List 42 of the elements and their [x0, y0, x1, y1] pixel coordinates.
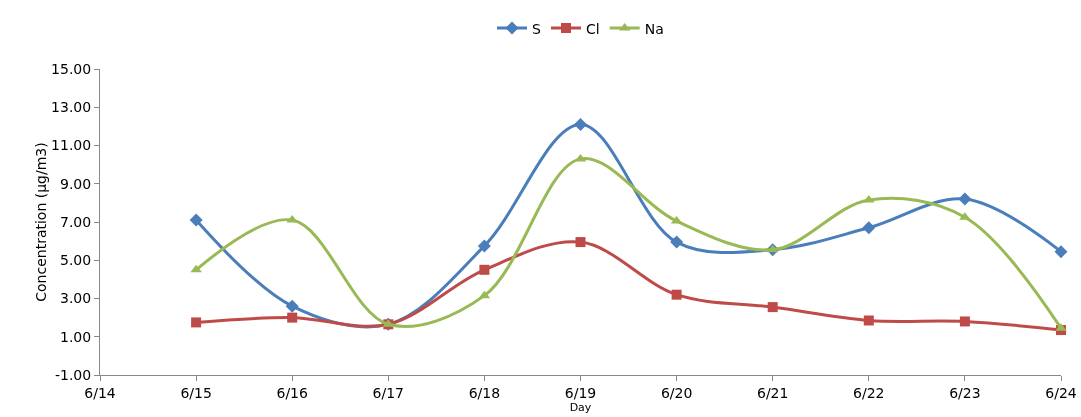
- x-tick-label: 6/21: [756, 384, 789, 401]
- point: [959, 316, 970, 327]
- y-tick-label: 1.00: [60, 328, 92, 345]
- y-tick-label: 11.00: [51, 137, 92, 154]
- point: [287, 312, 298, 323]
- y-axis-title: Concentration (µg/m3): [33, 142, 50, 302]
- x-tick-label: 6/18: [468, 384, 501, 401]
- point: [574, 117, 587, 131]
- x-tick-label: 6/24: [1045, 384, 1077, 401]
- x-tick-label: 6/17: [372, 384, 405, 401]
- x-tick-label: 6/15: [180, 384, 212, 401]
- point: [862, 221, 876, 235]
- point: [189, 213, 203, 227]
- x-tick-label: 6/19: [564, 384, 597, 401]
- point: [477, 239, 491, 253]
- point: [958, 192, 972, 206]
- y-tick-label: 7.00: [60, 213, 92, 230]
- y-tick-label: 13.00: [51, 99, 92, 116]
- point: [863, 315, 874, 326]
- x-tick-label: 6/23: [949, 384, 981, 401]
- x-tick-label: 6/14: [84, 384, 116, 401]
- y-tick-label: 5.00: [60, 252, 92, 269]
- y-tick-label: 9.00: [60, 175, 92, 192]
- point: [670, 235, 684, 249]
- point: [190, 264, 202, 273]
- point: [671, 289, 682, 300]
- legend-label: Cl: [586, 20, 600, 37]
- point: [1054, 245, 1068, 259]
- x-tick-label: 6/20: [660, 384, 693, 401]
- point: [285, 299, 299, 313]
- point: [767, 302, 778, 313]
- point: [479, 264, 490, 275]
- point: [575, 237, 586, 248]
- y-tick-label: -1.00: [54, 366, 92, 383]
- x-axis-title: Day: [569, 400, 592, 414]
- y-tick-label: 15.00: [51, 60, 92, 77]
- legend-label: Na: [644, 20, 664, 37]
- y-tick-label: 3.00: [60, 290, 92, 307]
- legend-label: S: [532, 20, 541, 37]
- point: [191, 317, 202, 328]
- x-tick-label: 6/22: [853, 384, 885, 401]
- x-tick-label: 6/16: [276, 384, 308, 401]
